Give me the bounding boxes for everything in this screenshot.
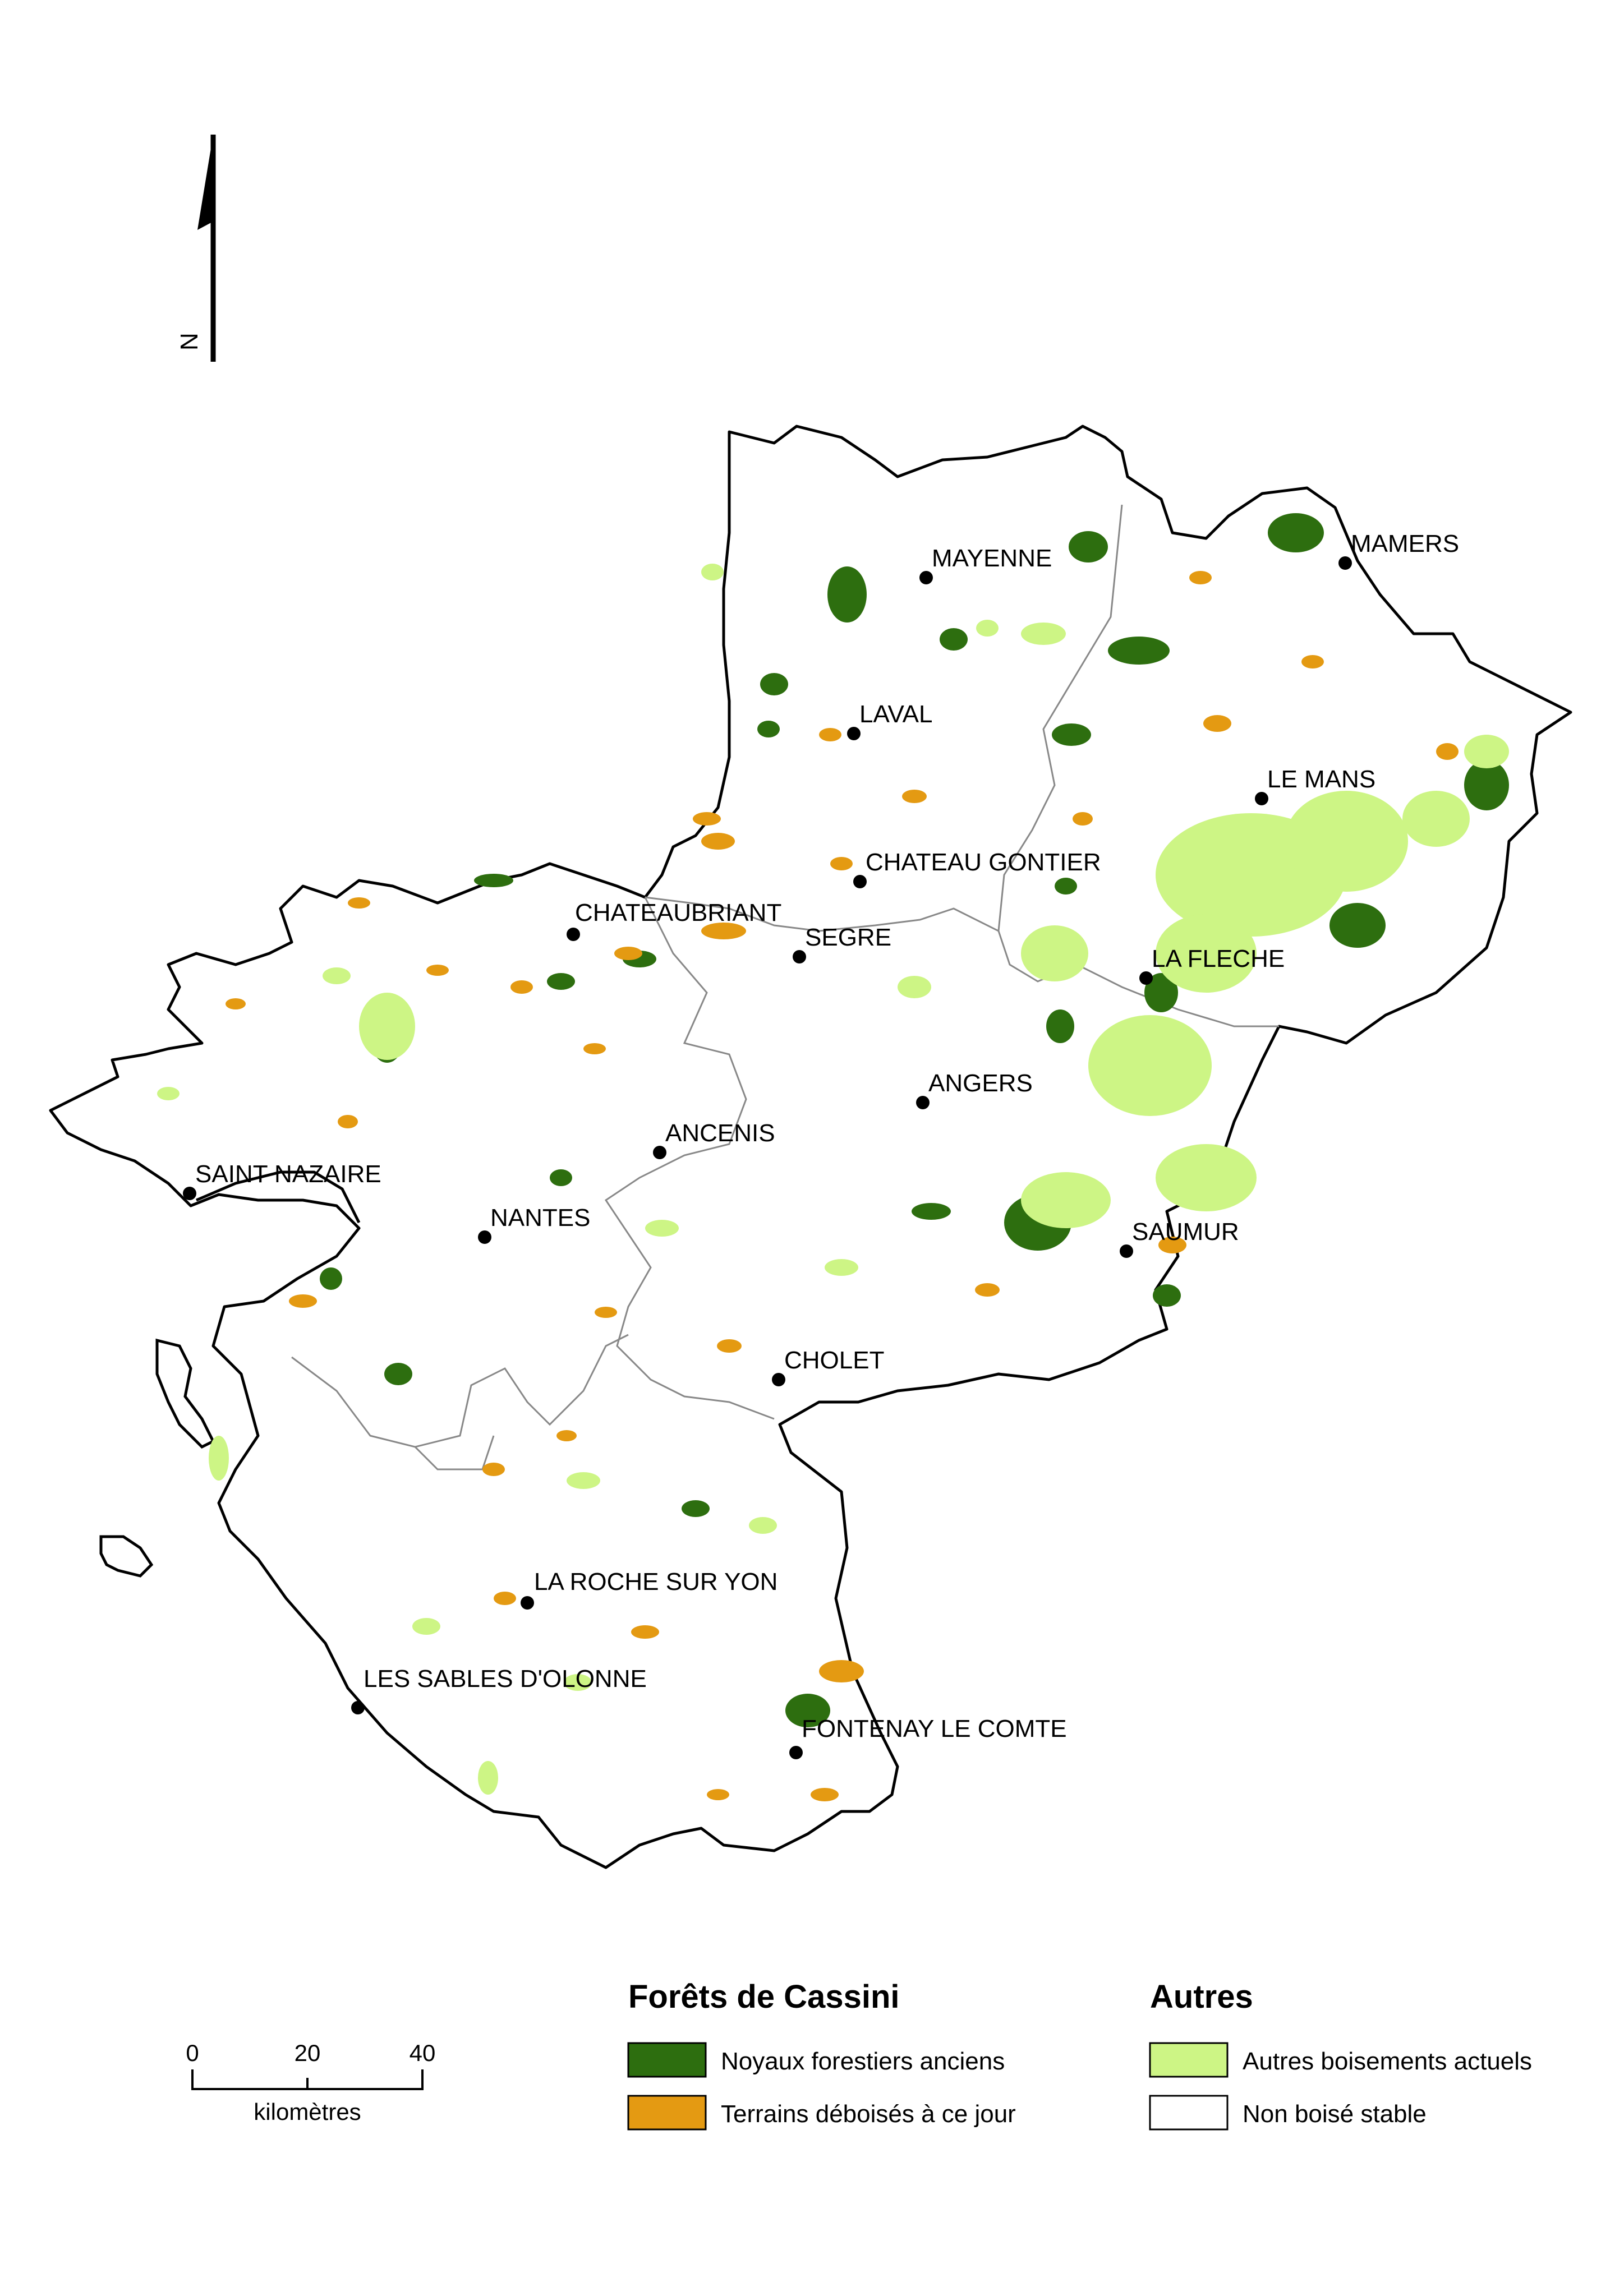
legend: Forêts de Cassini Noyaux forestiers anci…: [627, 1979, 1532, 2131]
legend-label-non-wooded: Non boisé stable: [1243, 2100, 1427, 2128]
north-arrow: N: [176, 135, 216, 362]
region-map: [49, 425, 1572, 1869]
city-laval: LAVAL: [847, 700, 932, 740]
city-dot-icon: [1120, 1244, 1133, 1258]
island-yeu: [99, 1535, 154, 1578]
legend-title-cassini: Forêts de Cassini: [628, 1979, 899, 2015]
city-label: LA FLECHE: [1152, 945, 1285, 972]
forest-cores: [320, 513, 1509, 1727]
legend-swatch-non-wooded: [1149, 2095, 1229, 2131]
city-chateaubriant: CHATEAUBRIANT: [567, 899, 781, 941]
scale-tick-40: 40: [410, 2040, 436, 2066]
city-dot-icon: [1255, 792, 1268, 805]
city-label: LA ROCHE SUR YON: [534, 1568, 778, 1596]
city-saumur: SAUMUR: [1120, 1218, 1239, 1258]
city-dot-icon: [847, 727, 861, 740]
scale-unit: kilomètres: [254, 2099, 361, 2125]
legend-label-deforested: Terrains déboisés à ce jour: [721, 2100, 1016, 2128]
city-label: MAYENNE: [932, 545, 1052, 572]
scale-tick-0: 0: [186, 2040, 199, 2066]
city-label: LE MANS: [1267, 766, 1375, 793]
city-label: CHATEAUBRIANT: [575, 899, 781, 926]
city-dot-icon: [567, 928, 580, 941]
city-chateau-gontier: CHATEAU GONTIER: [853, 849, 1101, 888]
city-segre: SEGRE: [793, 924, 891, 963]
city-label: ANGERS: [928, 1069, 1033, 1097]
other-woodlands: [157, 564, 1509, 1795]
city-dot-icon: [789, 1746, 803, 1759]
city-dot-icon: [653, 1146, 666, 1159]
north-arrow-label: N: [176, 333, 203, 351]
city-angers: ANGERS: [916, 1069, 1033, 1109]
island-noirmoutier: [155, 1338, 215, 1449]
city-mayenne: MAYENNE: [919, 545, 1052, 584]
legend-title-autres: Autres: [1150, 1979, 1253, 2015]
city-dot-icon: [1338, 556, 1352, 570]
legend-swatch-deforested: [627, 2095, 707, 2131]
city-label: CHOLET: [784, 1347, 884, 1374]
city-dot-icon: [183, 1187, 196, 1200]
legend-label-ancient-forest: Noyaux forestiers anciens: [721, 2048, 1005, 2075]
city-label: MAMERS: [1351, 530, 1459, 557]
city-dot-icon: [1139, 971, 1153, 985]
legend-label-other-woodlands: Autres boisements actuels: [1243, 2048, 1532, 2075]
deforested-areas: [226, 571, 1459, 1801]
city-saint-nazaire: SAINT NAZAIRE: [183, 1160, 381, 1200]
city-label: SEGRE: [805, 924, 891, 951]
city-la-roche-sur-yon: LA ROCHE SUR YON: [521, 1568, 778, 1610]
city-dot-icon: [351, 1701, 365, 1714]
city-label: LES SABLES D'OLONNE: [364, 1665, 647, 1693]
city-label: NANTES: [490, 1204, 590, 1232]
city-cholet: CHOLET: [772, 1347, 884, 1386]
city-label: LAVAL: [859, 700, 932, 728]
city-les-sables-d-olonne: LES SABLES D'OLONNE: [351, 1665, 647, 1714]
city-label: SAINT NAZAIRE: [195, 1160, 381, 1188]
city-la-fleche: LA FLECHE: [1139, 945, 1285, 985]
loire-estuary: [196, 1170, 361, 1224]
city-label: SAUMUR: [1132, 1218, 1239, 1246]
city-nantes: NANTES: [478, 1204, 590, 1244]
city-markers: MAYENNE MAMERS LAVAL LE MANS CHATEAU GON…: [183, 530, 1459, 1759]
city-dot-icon: [521, 1596, 534, 1610]
region-outline: [49, 425, 1572, 1869]
city-ancenis: ANCENIS: [653, 1119, 775, 1159]
city-label: FONTENAY LE COMTE: [802, 1715, 1067, 1742]
legend-swatch-ancient-forest: [627, 2042, 707, 2078]
legend-swatch-other-woodlands: [1149, 2042, 1229, 2078]
city-dot-icon: [478, 1230, 491, 1244]
north-arrow-head-icon: [197, 135, 213, 230]
city-dot-icon: [772, 1373, 785, 1386]
city-dot-icon: [853, 875, 867, 888]
city-fontenay-le-comte: FONTENAY LE COMTE: [789, 1715, 1067, 1759]
city-dot-icon: [919, 571, 933, 584]
city-label: CHATEAU GONTIER: [866, 849, 1101, 876]
scale-bar: 0 20 40 kilomètres: [186, 2040, 435, 2125]
city-le-mans: LE MANS: [1255, 766, 1375, 805]
city-mamers: MAMERS: [1338, 530, 1459, 570]
city-label: ANCENIS: [665, 1119, 775, 1147]
city-dot-icon: [916, 1096, 930, 1109]
scale-tick-20: 20: [295, 2040, 321, 2066]
city-dot-icon: [793, 950, 806, 963]
